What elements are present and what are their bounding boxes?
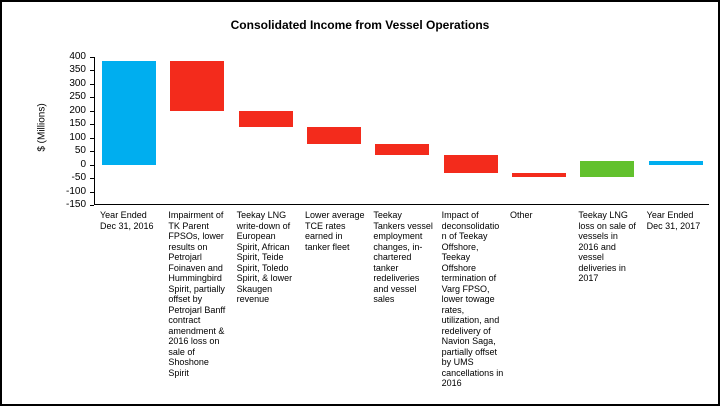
y-tick-mark-100 (90, 138, 94, 139)
y-tick-mark-150 (90, 124, 94, 125)
y-tick-mark--100 (90, 192, 94, 193)
waterfall-bar-1 (102, 61, 156, 165)
y-tick-mark--50 (90, 178, 94, 179)
x-axis-label-7: Other (510, 210, 533, 220)
waterfall-bar-8 (580, 160, 635, 177)
chart-title: Consolidated Income from Vessel Operatio… (230, 18, 490, 32)
y-axis-title: $ (Millions) (36, 103, 48, 152)
y-tick-mark-0 (90, 165, 94, 166)
plot-area (94, 57, 709, 205)
y-tick-label-200: 200 (69, 104, 86, 116)
y-tick-label-50: 50 (74, 145, 86, 157)
x-axis-label-5: Teekay Tankers vessel employment changes… (373, 210, 433, 304)
y-tick-mark-200 (90, 111, 94, 112)
waterfall-bar-6 (443, 155, 498, 173)
waterfall-bar-5 (375, 144, 430, 156)
y-tick-label--150: -150 (65, 199, 86, 210)
y-tick-label-250: 250 (69, 91, 86, 103)
y-tick-mark-300 (90, 84, 94, 85)
x-axis-label-9: Year Ended Dec 31, 2017 (646, 210, 701, 231)
y-tick-label-100: 100 (69, 131, 86, 143)
y-tick-mark-400 (90, 57, 94, 58)
x-axis-label-4: Lower average TCE rates earned in tanker… (305, 210, 365, 252)
waterfall-bar-7 (512, 172, 566, 177)
waterfall-bar-4 (307, 126, 361, 145)
x-axis-label-8: Teekay LNG loss on sale of vessels in 20… (578, 210, 636, 283)
waterfall-bar-2 (170, 61, 225, 111)
y-tick-mark-250 (90, 97, 94, 98)
y-tick-label-150: 150 (69, 118, 86, 130)
y-tick-label-0: 0 (80, 158, 86, 170)
y-tick-label--50: -50 (71, 172, 86, 184)
y-tick-label--100: -100 (65, 185, 86, 197)
y-tick-label-350: 350 (69, 64, 86, 76)
y-tick-mark-350 (90, 70, 94, 71)
x-axis-labels: Year Ended Dec 31, 2016 Impairment of TK … (94, 210, 709, 400)
y-tick-mark-50 (90, 151, 94, 152)
waterfall-bar-3 (238, 110, 293, 127)
x-axis-label-1: Year Ended Dec 31, 2016 (100, 210, 154, 231)
x-axis-label-6: Impact of deconsolidation of Teekay Offs… (441, 210, 504, 388)
waterfall-bar-9 (648, 160, 703, 165)
y-tick-label-400: 400 (69, 51, 86, 62)
x-axis-label-2: Impairment of TK Parent FPSOs, lower res… (168, 210, 226, 378)
x-axis-label-3: Teekay LNG write-down of European Spirit… (236, 210, 293, 304)
y-tick-mark--150 (90, 205, 94, 206)
y-tick-label-300: 300 (69, 77, 86, 89)
